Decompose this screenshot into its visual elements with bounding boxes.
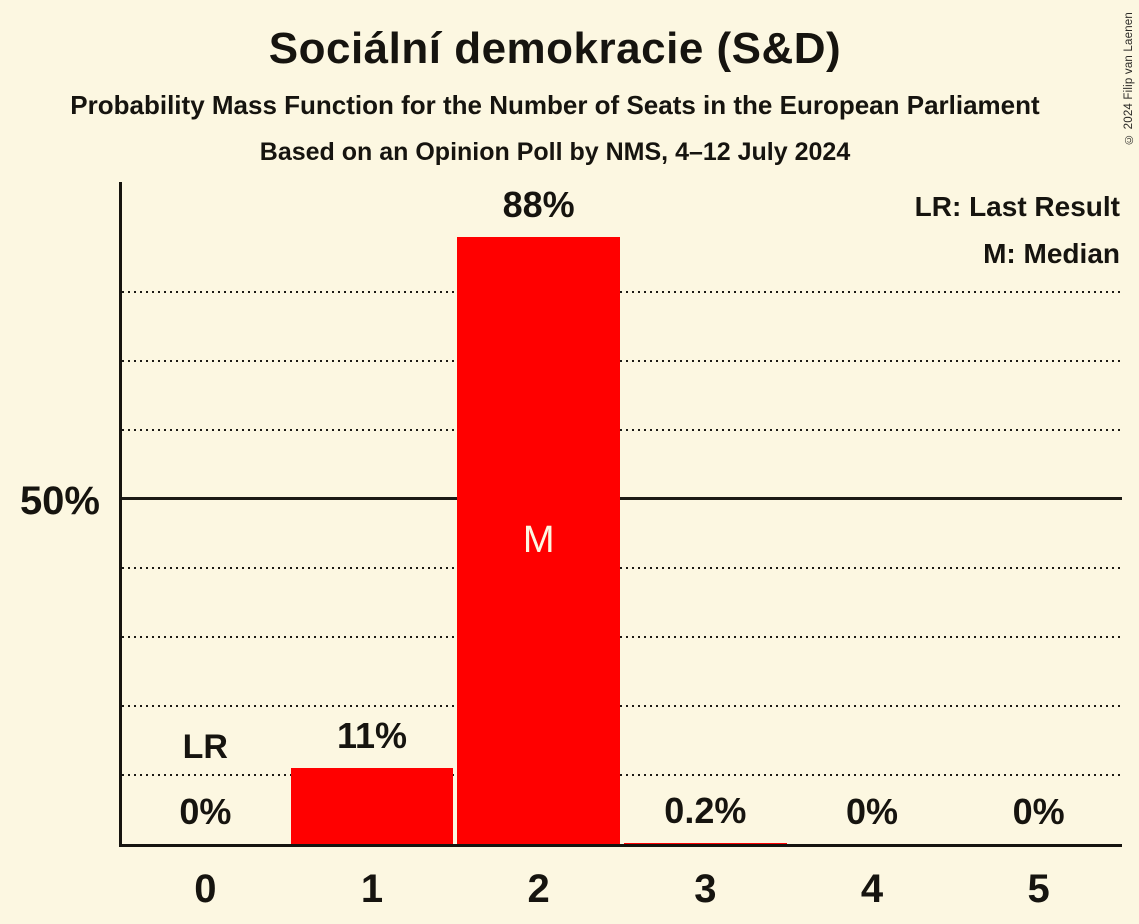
median-marker: M [522,519,555,561]
gridline-dotted-80pct [122,291,1122,293]
gridline-dotted-30pct [122,636,1122,638]
chart-subtitle: Probability Mass Function for the Number… [70,90,1040,120]
bar-seats-3 [624,843,787,844]
value-label-seats-4: 0% [845,791,899,832]
legend-item-last-result: LR: Last Result [914,191,1120,222]
x-axis-tick-5: 5 [1027,867,1050,911]
plot-area: 0% 11% 88% 0.2% 0% 0% LR M [119,182,1122,847]
legend-item-median: M: Median [983,238,1120,269]
copyright-notice: © 2024 Filip van Laenen [1123,12,1135,145]
bar-seats-2 [457,237,620,844]
gridline-dotted-10pct [122,774,1122,776]
legend: LR: Last Result M: Median [915,183,1120,277]
x-axis-tick-4: 4 [860,867,884,911]
last-result-marker: LR [182,728,228,766]
value-label-seats-3: 0.2% [664,790,747,831]
x-axis-tick-0: 0 [194,867,217,911]
gridline-dotted-70pct [122,360,1122,362]
gridline-dotted-40pct [122,567,1122,569]
x-axis-tick-1: 1 [360,867,384,911]
value-label-seats-0: 0% [179,791,232,832]
gridline-solid-50pct [122,497,1122,500]
chart-source-line: Based on an Opinion Poll by NMS, 4–12 Ju… [259,138,851,166]
gridline-dotted-20pct [122,705,1122,707]
value-label-seats-5: 0% [1012,791,1065,832]
bar-seats-1 [290,768,454,844]
value-label-seats-1: 11% [336,715,408,756]
gridline-dotted-60pct [122,429,1122,431]
x-axis-tick-2: 2 [527,867,550,911]
value-label-seats-2: 88% [502,184,575,225]
y-axis-tick-label: 50% [19,479,100,523]
x-axis-tick-3: 3 [694,867,717,911]
chart-title: Sociální demokracie (S&D) [268,24,842,73]
